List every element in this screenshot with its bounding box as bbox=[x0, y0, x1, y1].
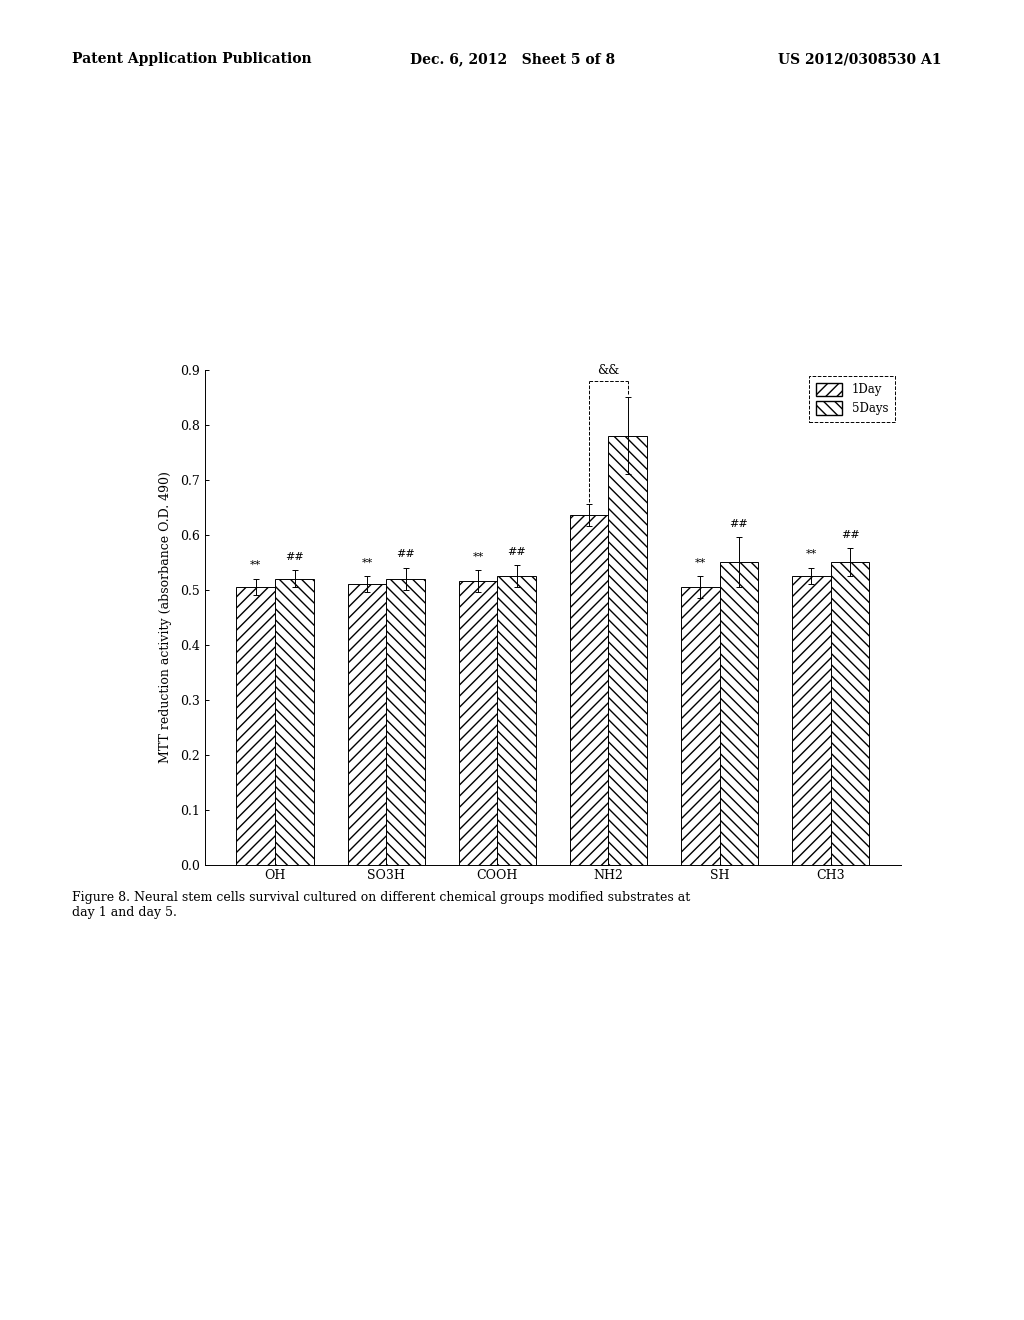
Bar bbox=[275, 578, 314, 865]
Text: ##: ## bbox=[396, 549, 415, 560]
Bar bbox=[347, 583, 386, 865]
Text: Patent Application Publication: Patent Application Publication bbox=[72, 53, 311, 66]
Bar bbox=[569, 515, 608, 865]
Bar bbox=[792, 576, 830, 865]
Y-axis label: MTT reduction activity (absorbance O.D. 490): MTT reduction activity (absorbance O.D. … bbox=[159, 471, 172, 763]
Bar bbox=[237, 587, 275, 865]
Text: US 2012/0308530 A1: US 2012/0308530 A1 bbox=[778, 53, 942, 66]
Text: **: ** bbox=[806, 549, 817, 560]
Bar bbox=[681, 587, 720, 865]
Bar bbox=[498, 576, 537, 865]
Text: **: ** bbox=[361, 557, 373, 568]
Bar bbox=[830, 562, 869, 865]
Bar bbox=[608, 436, 647, 865]
Text: Figure 8. Neural stem cells survival cultured on different chemical groups modif: Figure 8. Neural stem cells survival cul… bbox=[72, 891, 690, 919]
Bar bbox=[459, 581, 498, 865]
Text: ##: ## bbox=[730, 519, 749, 529]
Text: Dec. 6, 2012   Sheet 5 of 8: Dec. 6, 2012 Sheet 5 of 8 bbox=[410, 53, 614, 66]
Text: **: ** bbox=[694, 557, 706, 568]
Text: ##: ## bbox=[508, 546, 526, 557]
Legend: 1Day, 5Days: 1Day, 5Days bbox=[809, 375, 895, 422]
Text: **: ** bbox=[250, 561, 261, 570]
Text: &&: && bbox=[597, 364, 620, 378]
Text: ##: ## bbox=[841, 531, 859, 540]
Text: ##: ## bbox=[286, 552, 304, 562]
Bar bbox=[720, 562, 759, 865]
Bar bbox=[386, 578, 425, 865]
Text: **: ** bbox=[472, 552, 483, 562]
